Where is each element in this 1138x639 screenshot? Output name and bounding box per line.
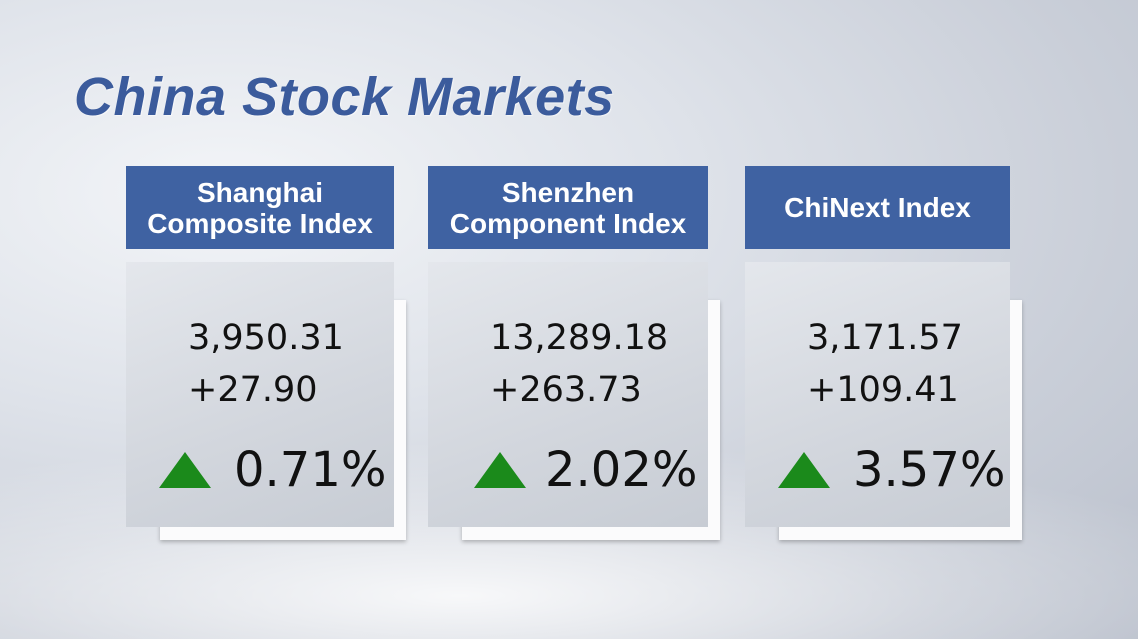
up-arrow — [474, 452, 526, 488]
index-name-line: Shanghai — [196, 176, 323, 208]
index-percent: 3.57% — [853, 442, 1006, 498]
card-header: Shanghai Composite Index — [126, 166, 394, 249]
index-change: +263.73 — [490, 370, 642, 410]
card-header: ChiNext Index — [745, 166, 1010, 249]
title: China Stock Markets — [74, 67, 615, 127]
up-triangle — [159, 452, 211, 488]
up-arrow — [778, 452, 830, 488]
index-value: 13,289.18 — [490, 318, 669, 358]
card-body — [428, 262, 708, 527]
index-percent: 2.02% — [545, 442, 698, 498]
index-change: +109.41 — [807, 370, 959, 410]
index-value: 3,171.57 — [807, 318, 963, 358]
index-percent: 0.71% — [234, 442, 387, 498]
up-triangle — [778, 452, 830, 488]
up-arrow — [159, 452, 211, 488]
index-name-line: ChiNext Index — [784, 192, 971, 223]
index-change: +27.90 — [188, 370, 318, 410]
index-value: 3,950.31 — [188, 318, 344, 358]
index-card: Shenzhen Component Index 13,289.18 +263.73 2… — [428, 166, 720, 546]
index-name-line: Composite Index — [147, 207, 373, 239]
up-triangle — [474, 452, 526, 488]
index-name-line: Component Index — [449, 207, 687, 239]
card-header: Shenzhen Component Index — [428, 166, 708, 249]
index-card: Shanghai Composite Index 3,950.31 +27.90 0.7… — [126, 166, 406, 546]
index-card: ChiNext Index 3,171.57 +109.41 3.57% — [745, 166, 1022, 546]
index-name-line: Shenzhen — [501, 176, 635, 208]
